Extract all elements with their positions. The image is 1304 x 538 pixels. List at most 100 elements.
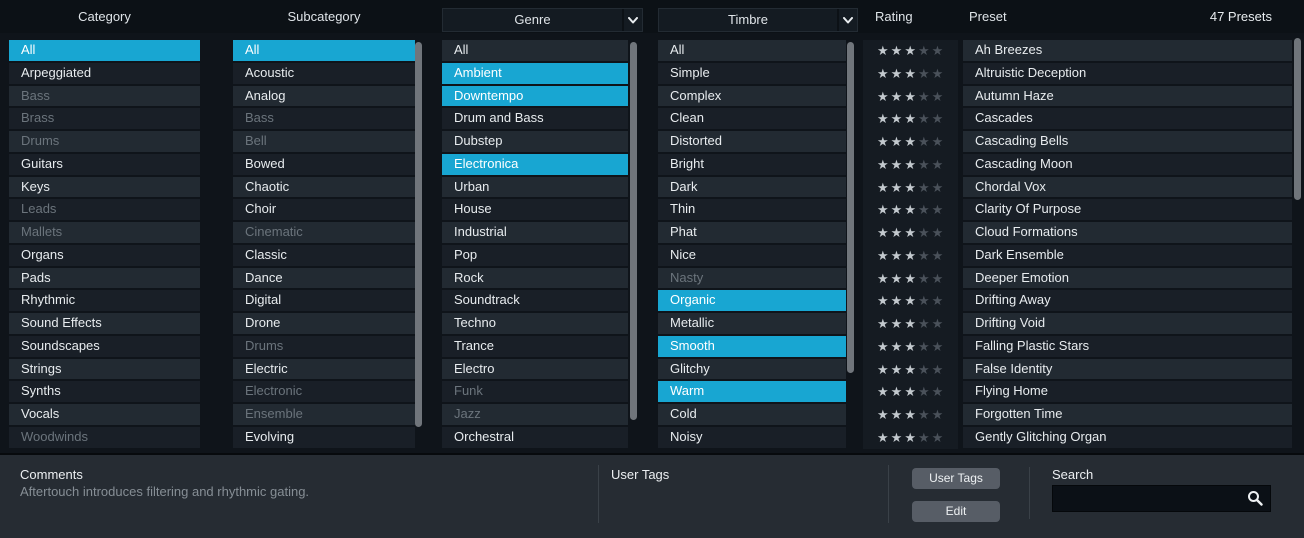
star-filled-icon[interactable]: ★ <box>890 407 905 422</box>
list-item[interactable]: Soundtrack <box>442 290 628 313</box>
star-empty-icon[interactable]: ★ <box>931 65 946 81</box>
subcategory-scrollbar-thumb[interactable] <box>415 42 422 427</box>
star-filled-icon[interactable]: ★ <box>904 247 918 263</box>
star-empty-icon[interactable]: ★ <box>917 134 932 149</box>
star-filled-icon[interactable]: ★ <box>877 134 891 149</box>
rating-stars[interactable]: ★★★★★ <box>863 63 958 86</box>
preset-row[interactable]: Autumn Haze <box>963 85 1292 109</box>
preset-row[interactable]: False Identity <box>963 358 1292 382</box>
preset-row[interactable]: Drifting Away <box>963 290 1292 313</box>
star-filled-icon[interactable]: ★ <box>904 270 918 286</box>
star-filled-icon[interactable]: ★ <box>890 293 905 309</box>
list-item[interactable]: Mallets <box>9 222 200 245</box>
star-empty-icon[interactable]: ★ <box>917 270 932 286</box>
list-item[interactable]: Rhythmic <box>9 290 200 313</box>
star-empty-icon[interactable]: ★ <box>931 134 946 149</box>
star-empty-icon[interactable]: ★ <box>917 429 932 445</box>
star-filled-icon[interactable]: ★ <box>904 407 918 422</box>
star-empty-icon[interactable]: ★ <box>931 361 946 377</box>
list-item[interactable]: Trance <box>442 335 628 359</box>
star-filled-icon[interactable]: ★ <box>890 225 905 240</box>
list-item[interactable]: Electric <box>233 358 415 382</box>
rating-stars[interactable]: ★★★★★ <box>863 313 958 336</box>
star-empty-icon[interactable]: ★ <box>917 43 932 58</box>
list-item[interactable]: Evolving <box>233 426 415 450</box>
star-filled-icon[interactable]: ★ <box>904 43 918 58</box>
search-input[interactable] <box>1053 486 1270 511</box>
list-item[interactable]: Pads <box>9 267 200 291</box>
preset-row[interactable]: Cloud Formations <box>963 222 1292 245</box>
rating-stars[interactable]: ★★★★★ <box>863 427 958 450</box>
preset-row[interactable]: Deeper Emotion <box>963 267 1292 291</box>
edit-button[interactable]: Edit <box>912 501 1000 522</box>
list-item[interactable]: Dark <box>658 176 846 200</box>
list-item[interactable]: Clean <box>658 108 846 131</box>
chevron-down-icon[interactable] <box>624 9 642 31</box>
star-filled-icon[interactable]: ★ <box>904 384 918 400</box>
rating-stars[interactable]: ★★★★★ <box>863 131 958 154</box>
list-item[interactable]: Acoustic <box>233 62 415 86</box>
star-filled-icon[interactable]: ★ <box>877 338 891 354</box>
preset-row[interactable]: Cascades <box>963 108 1292 131</box>
star-filled-icon[interactable]: ★ <box>877 88 891 104</box>
list-item[interactable]: House <box>442 199 628 222</box>
timbre-scrollbar-thumb[interactable] <box>847 42 854 373</box>
preset-row[interactable]: Chordal Vox <box>963 176 1292 200</box>
star-empty-icon[interactable]: ★ <box>931 202 946 218</box>
star-empty-icon[interactable]: ★ <box>931 179 946 195</box>
list-item[interactable]: Arpeggiated <box>9 62 200 86</box>
star-filled-icon[interactable]: ★ <box>890 429 905 445</box>
list-item[interactable]: Synths <box>9 381 200 404</box>
list-item[interactable]: All <box>9 40 200 63</box>
star-filled-icon[interactable]: ★ <box>890 65 905 81</box>
star-filled-icon[interactable]: ★ <box>904 111 918 127</box>
list-item[interactable]: Chaotic <box>233 176 415 200</box>
star-filled-icon[interactable]: ★ <box>890 179 905 195</box>
star-empty-icon[interactable]: ★ <box>931 293 946 309</box>
rating-stars[interactable]: ★★★★★ <box>863 290 958 313</box>
star-empty-icon[interactable]: ★ <box>931 270 946 286</box>
preset-row[interactable]: Dark Ensemble <box>963 244 1292 268</box>
list-item[interactable]: Classic <box>233 244 415 268</box>
star-filled-icon[interactable]: ★ <box>890 134 905 149</box>
star-empty-icon[interactable]: ★ <box>931 88 946 104</box>
rating-stars[interactable]: ★★★★★ <box>863 336 958 359</box>
star-filled-icon[interactable]: ★ <box>904 156 918 172</box>
rating-stars[interactable]: ★★★★★ <box>863 86 958 109</box>
list-item[interactable]: Analog <box>233 85 415 109</box>
list-item[interactable]: Nice <box>658 244 846 268</box>
star-filled-icon[interactable]: ★ <box>877 316 891 331</box>
list-item[interactable]: Phat <box>658 222 846 245</box>
search-icon[interactable] <box>1247 490 1263 511</box>
list-item[interactable]: Nasty <box>658 267 846 291</box>
star-filled-icon[interactable]: ★ <box>890 361 905 377</box>
preset-row[interactable]: Altruistic Deception <box>963 62 1292 86</box>
list-item[interactable]: Complex <box>658 85 846 109</box>
list-item[interactable]: Distorted <box>658 131 846 154</box>
star-filled-icon[interactable]: ★ <box>877 225 891 240</box>
list-item[interactable]: Rock <box>442 267 628 291</box>
star-empty-icon[interactable]: ★ <box>931 43 946 58</box>
star-filled-icon[interactable]: ★ <box>890 270 905 286</box>
star-empty-icon[interactable]: ★ <box>931 338 946 354</box>
rating-stars[interactable]: ★★★★★ <box>863 268 958 291</box>
rating-stars[interactable]: ★★★★★ <box>863 381 958 404</box>
list-item[interactable]: Orchestral <box>442 426 628 450</box>
list-item[interactable]: Jazz <box>442 404 628 427</box>
list-item[interactable]: Electronic <box>233 381 415 404</box>
star-filled-icon[interactable]: ★ <box>890 316 905 331</box>
star-empty-icon[interactable]: ★ <box>931 156 946 172</box>
rating-stars[interactable]: ★★★★★ <box>863 245 958 268</box>
star-filled-icon[interactable]: ★ <box>904 134 918 149</box>
star-empty-icon[interactable]: ★ <box>917 202 932 218</box>
rating-stars[interactable]: ★★★★★ <box>863 108 958 131</box>
preset-row[interactable]: Drifting Void <box>963 313 1292 336</box>
star-empty-icon[interactable]: ★ <box>931 316 946 331</box>
list-item[interactable]: Sound Effects <box>9 313 200 336</box>
list-item[interactable]: All <box>658 40 846 63</box>
list-item[interactable]: Drone <box>233 313 415 336</box>
star-filled-icon[interactable]: ★ <box>890 88 905 104</box>
preset-row[interactable]: Falling Plastic Stars <box>963 335 1292 359</box>
list-item[interactable]: Ambient <box>442 62 628 86</box>
preset-row[interactable]: Clarity Of Purpose <box>963 199 1292 222</box>
